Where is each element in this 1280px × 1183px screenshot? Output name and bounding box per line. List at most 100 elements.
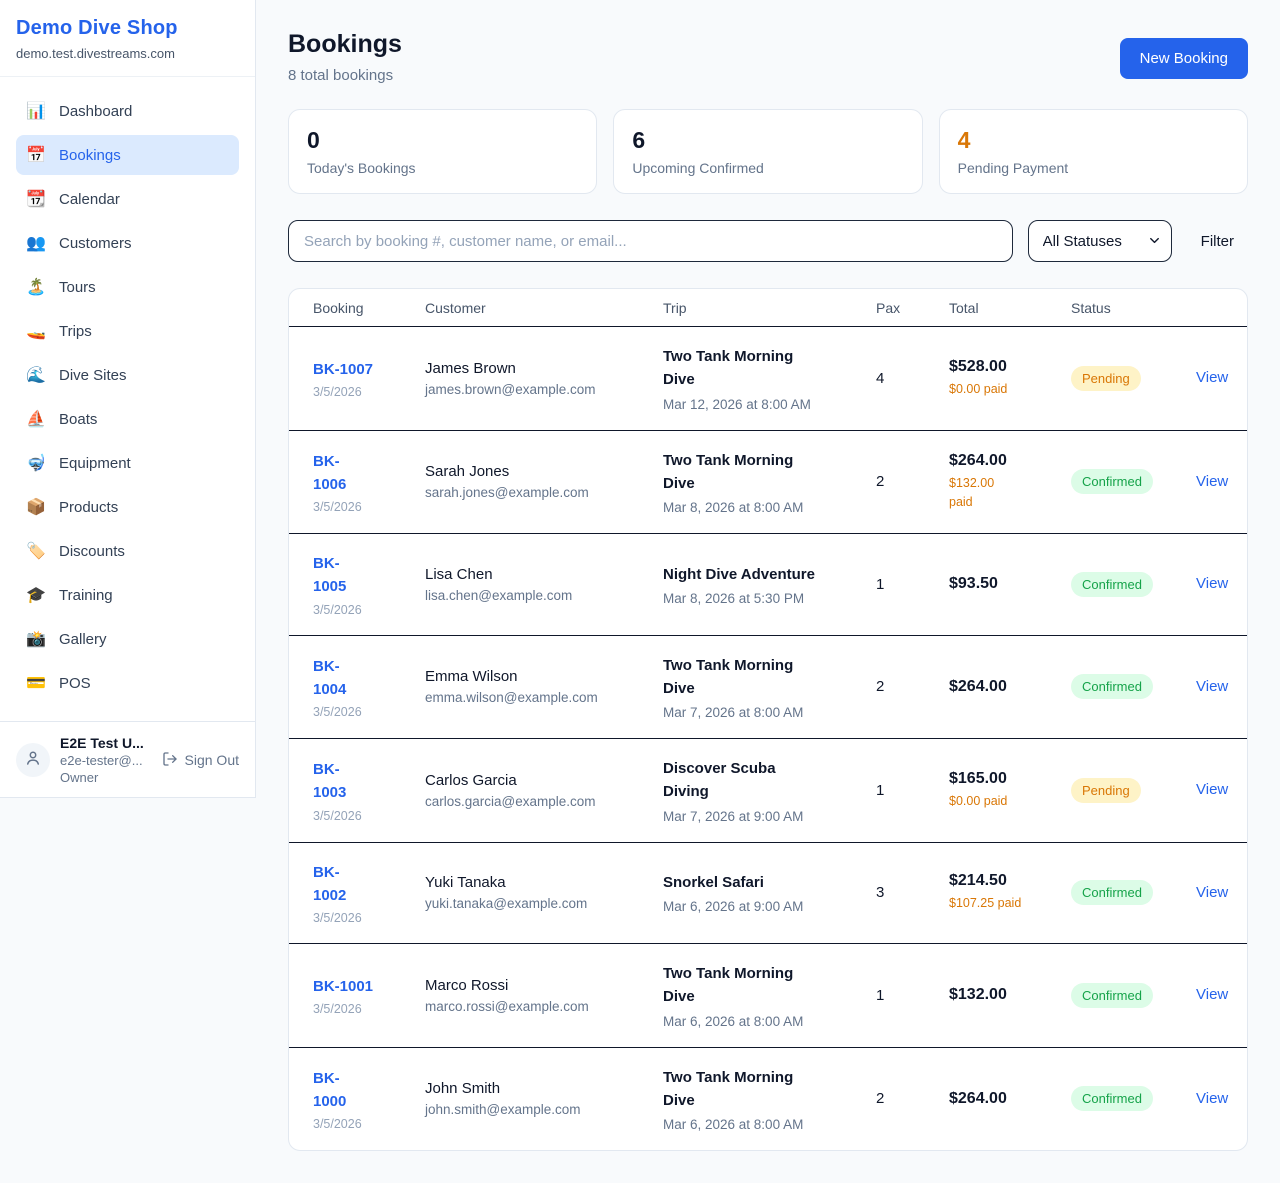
sidebar-item-discounts[interactable]: 🏷️ Discounts <box>16 531 239 571</box>
sidebar-item-pos[interactable]: 💳 POS <box>16 663 239 703</box>
status-cell: Confirmed <box>1071 469 1196 495</box>
speedboat-icon: 🚤 <box>26 323 46 340</box>
brand-block: Demo Dive Shop demo.test.divestreams.com <box>0 0 255 77</box>
search-input[interactable] <box>288 220 1013 262</box>
table-row: BK- 1005 3/5/2026 Lisa Chen lisa.chen@exampl… <box>289 534 1247 636</box>
booking-id-link[interactable]: BK- 1003 <box>313 761 347 802</box>
graduation-cap-icon: 🎓 <box>26 587 46 604</box>
brand-domain: demo.test.divestreams.com <box>16 46 175 61</box>
actions-cell: View <box>1196 575 1228 593</box>
trip-name: Two Tank Morning Dive <box>663 965 794 1006</box>
credit-card-icon: 💳 <box>26 675 46 692</box>
sidebar-item-label: Bookings <box>59 146 121 164</box>
sidebar-item-label: Discounts <box>59 542 125 560</box>
sidebar-item-calendar[interactable]: 📆 Calendar <box>16 179 239 219</box>
trip-cell: Two Tank Morning Dive Mar 6, 2026 at 8:00 … <box>663 962 876 1029</box>
total-amount: $165.00 <box>949 769 1007 787</box>
trip-cell: Two Tank Morning Dive Mar 12, 2026 at 8:00… <box>663 345 876 412</box>
sidebar-item-boats[interactable]: ⛵ Boats <box>16 399 239 439</box>
wave-icon: 🌊 <box>26 367 46 384</box>
booking-date: 3/5/2026 <box>313 911 362 925</box>
sidebar-item-label: Dive Sites <box>59 366 127 384</box>
trip-datetime: Mar 12, 2026 at 8:00 AM <box>663 396 811 412</box>
status-cell: Confirmed <box>1071 880 1196 906</box>
sidebar-item-customers[interactable]: 👥 Customers <box>16 223 239 263</box>
sidebar-item-tours[interactable]: 🏝️ Tours <box>16 267 239 307</box>
avatar <box>16 743 50 777</box>
view-link[interactable]: View <box>1196 1089 1229 1107</box>
package-icon: 📦 <box>26 499 46 516</box>
tag-icon: 🏷️ <box>26 543 46 560</box>
booking-cell: BK- 1002 3/5/2026 <box>313 861 425 926</box>
table-row: BK- 1004 3/5/2026 Emma Wilson emma.wilson@ex… <box>289 636 1247 739</box>
view-link[interactable]: View <box>1196 575 1229 593</box>
status-filter: All Statuses <box>1027 220 1172 262</box>
status-badge: Confirmed <box>1071 880 1153 906</box>
total-cell: $264.00 <box>949 678 1071 696</box>
trip-cell: Two Tank Morning Dive Mar 7, 2026 at 8:00 … <box>663 654 876 721</box>
sidebar-item-label: Dashboard <box>59 102 133 120</box>
booking-id-link[interactable]: BK- 1004 <box>313 657 347 698</box>
booking-id-link[interactable]: BK- 1005 <box>313 555 347 596</box>
pax-count: 2 <box>876 678 885 696</box>
status-filter-select[interactable]: All Statuses <box>1027 220 1172 262</box>
status-cell: Confirmed <box>1071 674 1196 700</box>
trip-datetime: Mar 8, 2026 at 5:30 PM <box>663 590 805 606</box>
pax-count: 1 <box>876 781 885 799</box>
booking-id-link[interactable]: BK-1007 <box>313 360 374 378</box>
customer-email: john.smith@example.com <box>425 1102 581 1118</box>
sidebar-item-trips[interactable]: 🚤 Trips <box>16 311 239 351</box>
customer-email: marco.rossi@example.com <box>425 998 589 1014</box>
status-badge: Confirmed <box>1071 982 1153 1008</box>
view-link[interactable]: View <box>1196 883 1229 901</box>
sidebar-item-dive-sites[interactable]: 🌊 Dive Sites <box>16 355 239 395</box>
sign-out-button[interactable]: Sign Out <box>162 751 239 770</box>
total-amount: $264.00 <box>949 1089 1007 1107</box>
table-row: BK- 1002 3/5/2026 Yuki Tanaka yuki.tanaka@ex… <box>289 843 1247 944</box>
trip-datetime: Mar 7, 2026 at 9:00 AM <box>663 808 804 824</box>
people-icon: 👥 <box>26 235 46 252</box>
sidebar-item-label: Customers <box>59 234 132 252</box>
sidebar-item-equipment[interactable]: 🤿 Equipment <box>16 443 239 483</box>
sidebar-item-products[interactable]: 📦 Products <box>16 487 239 527</box>
user-email: e2e-tester@... <box>60 753 143 768</box>
trip-cell: Snorkel Safari Mar 6, 2026 at 9:00 AM <box>663 871 876 914</box>
filter-button[interactable]: Filter <box>1187 233 1248 250</box>
view-link[interactable]: View <box>1196 472 1229 490</box>
booking-date: 3/5/2026 <box>313 705 362 719</box>
customer-name: Lisa Chen <box>425 565 493 583</box>
trip-cell: Two Tank Morning Dive Mar 6, 2026 at 8:00 … <box>663 1066 876 1133</box>
trip-name: Night Dive Adventure <box>663 565 815 583</box>
camera-icon: 📸 <box>26 631 46 648</box>
page-title: Bookings <box>288 30 402 58</box>
sidebar-item-gallery[interactable]: 📸 Gallery <box>16 619 239 659</box>
view-link[interactable]: View <box>1196 986 1229 1004</box>
total-amount: $528.00 <box>949 357 1007 375</box>
booking-cell: BK- 1006 3/5/2026 <box>313 450 425 515</box>
sidebar-item-label: Calendar <box>59 190 120 208</box>
booking-id-link[interactable]: BK- 1006 <box>313 452 347 493</box>
booking-id-link[interactable]: BK-1001 <box>313 977 374 995</box>
customer-cell: Yuki Tanaka yuki.tanaka@example.com <box>425 874 663 911</box>
booking-id-link[interactable]: BK- 1000 <box>313 1069 347 1110</box>
booking-id-link[interactable]: BK- 1002 <box>313 863 347 904</box>
booking-date: 3/5/2026 <box>313 808 362 823</box>
view-link[interactable]: View <box>1196 369 1229 387</box>
sidebar-item-bookings[interactable]: 📅 Bookings <box>16 135 239 175</box>
view-link[interactable]: View <box>1196 781 1229 799</box>
view-link[interactable]: View <box>1196 677 1229 695</box>
status-badge: Confirmed <box>1071 674 1153 700</box>
sidebar-item-dashboard[interactable]: 📊 Dashboard <box>16 91 239 131</box>
sidebar-item-training[interactable]: 🎓 Training <box>16 575 239 615</box>
customer-email: carlos.garcia@example.com <box>425 793 596 809</box>
customer-email: yuki.tanaka@example.com <box>425 896 588 912</box>
diving-mask-icon: 🤿 <box>26 455 46 472</box>
actions-cell: View <box>1196 884 1228 902</box>
total-cell: $264.00 <box>949 1090 1071 1108</box>
page-header: Bookings 8 total bookings New Booking <box>288 30 1248 84</box>
booking-cell: BK- 1003 3/5/2026 <box>313 758 425 823</box>
customer-cell: James Brown james.brown@example.com <box>425 360 663 397</box>
brand-name[interactable]: Demo Dive Shop <box>16 17 178 39</box>
new-booking-button[interactable]: New Booking <box>1119 38 1248 79</box>
customer-email: james.brown@example.com <box>425 381 596 397</box>
